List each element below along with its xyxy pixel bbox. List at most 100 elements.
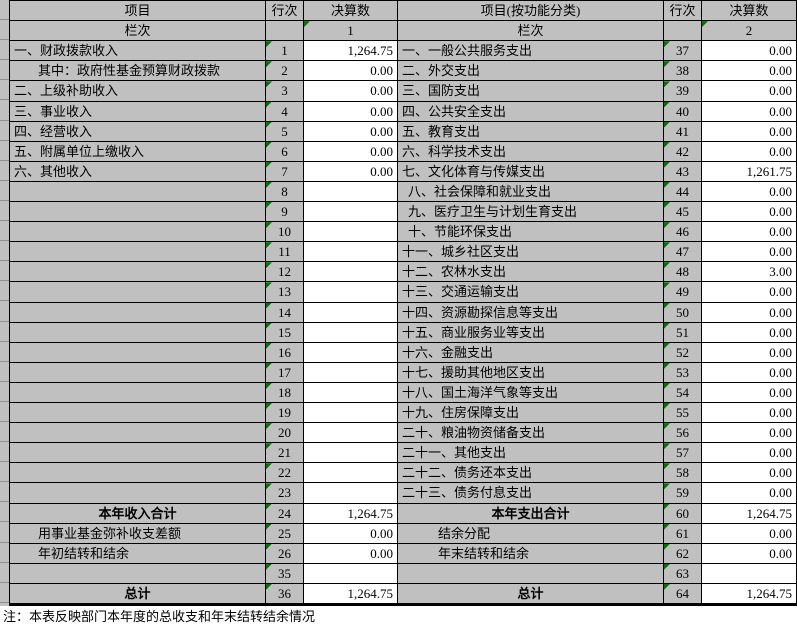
rowno-cell[interactable]: 4 xyxy=(266,101,304,122)
subheader-item-cell[interactable]: 栏次 xyxy=(398,21,664,42)
item-cell[interactable]: 本年支出合计 xyxy=(398,503,664,524)
amount-cell[interactable]: 0.00 xyxy=(304,101,398,122)
item-cell[interactable]: 十七、援助其他地区支出 xyxy=(398,362,664,383)
subheader-amount-cell[interactable]: 1 xyxy=(304,21,398,42)
rowno-cell[interactable]: 12 xyxy=(266,262,304,283)
amount-cell[interactable]: 0.00 xyxy=(702,362,797,383)
rowno-cell[interactable]: 63 xyxy=(664,563,702,584)
amount-cell[interactable]: 0.00 xyxy=(304,61,398,82)
strip-cell[interactable] xyxy=(0,281,9,302)
item-cell[interactable]: 十五、商业服务业等支出 xyxy=(398,322,664,343)
rowno-cell[interactable]: 22 xyxy=(266,463,304,484)
strip-cell[interactable] xyxy=(0,141,9,161)
rowno-cell[interactable]: 49 xyxy=(664,282,702,303)
rowno-cell[interactable]: 17 xyxy=(266,362,304,383)
item-cell[interactable]: 五、附属单位上缴收入 xyxy=(10,141,266,162)
rowno-cell[interactable]: 42 xyxy=(664,141,702,162)
amount-cell[interactable]: 1,264.75 xyxy=(702,503,797,524)
strip-cell[interactable] xyxy=(0,20,9,41)
item-cell[interactable] xyxy=(10,322,266,343)
rowno-cell[interactable]: 35 xyxy=(266,563,304,584)
subheader-amount-cell[interactable]: 2 xyxy=(702,21,797,42)
amount-cell[interactable] xyxy=(304,222,398,243)
item-cell[interactable] xyxy=(10,362,266,383)
strip-cell[interactable] xyxy=(0,80,9,101)
strip-cell[interactable] xyxy=(0,261,9,282)
item-cell[interactable]: 二十、粮油物资储备支出 xyxy=(398,423,664,444)
column-header-item[interactable]: 项目 xyxy=(10,1,266,22)
strip-cell[interactable] xyxy=(0,522,9,543)
rowno-cell[interactable]: 53 xyxy=(664,362,702,383)
rowno-cell[interactable]: 54 xyxy=(664,382,702,403)
item-cell[interactable]: 四、经营收入 xyxy=(10,121,266,142)
amount-cell[interactable]: 0.00 xyxy=(304,121,398,142)
item-cell[interactable]: 三、事业收入 xyxy=(10,101,266,122)
rowno-cell[interactable]: 52 xyxy=(664,342,702,363)
rowno-cell[interactable]: 40 xyxy=(664,101,702,122)
amount-cell[interactable]: 0.00 xyxy=(702,242,797,263)
item-cell[interactable]: 十一、城乡社区支出 xyxy=(398,242,664,263)
item-cell[interactable] xyxy=(10,483,266,504)
strip-cell[interactable] xyxy=(0,342,9,362)
rowno-cell[interactable]: 10 xyxy=(266,222,304,243)
strip-cell[interactable] xyxy=(0,402,9,422)
amount-cell[interactable] xyxy=(304,322,398,343)
amount-cell[interactable]: 0.00 xyxy=(702,141,797,162)
strip-cell[interactable] xyxy=(0,422,9,443)
rowno-cell[interactable]: 21 xyxy=(266,443,304,464)
subheader-rowno-cell[interactable] xyxy=(664,21,702,42)
item-cell[interactable] xyxy=(10,242,266,263)
strip-cell[interactable] xyxy=(0,161,9,181)
rowno-cell[interactable]: 20 xyxy=(266,423,304,444)
item-cell[interactable]: 十、节能环保支出 xyxy=(398,222,664,243)
amount-cell[interactable]: 3.00 xyxy=(702,262,797,283)
item-cell[interactable]: 一、一般公共服务支出 xyxy=(398,41,664,62)
amount-cell[interactable] xyxy=(304,282,398,303)
rowno-cell[interactable]: 8 xyxy=(266,181,304,202)
item-cell[interactable]: 六、其他收入 xyxy=(10,161,266,182)
rowno-cell[interactable]: 23 xyxy=(266,483,304,504)
amount-cell[interactable]: 0.00 xyxy=(702,222,797,243)
item-cell[interactable] xyxy=(10,382,266,403)
rowno-cell[interactable]: 5 xyxy=(266,121,304,142)
item-cell[interactable]: 十二、农林水支出 xyxy=(398,262,664,283)
left-partial-column[interactable] xyxy=(0,0,10,606)
rowno-cell[interactable]: 44 xyxy=(664,181,702,202)
rowno-cell[interactable]: 57 xyxy=(664,443,702,464)
rowno-cell[interactable]: 1 xyxy=(266,41,304,62)
item-cell[interactable]: 六、科学技术支出 xyxy=(398,141,664,162)
item-cell[interactable] xyxy=(10,262,266,283)
rowno-cell[interactable]: 59 xyxy=(664,483,702,504)
strip-cell[interactable] xyxy=(0,60,9,81)
rowno-cell[interactable]: 7 xyxy=(266,161,304,182)
rowno-cell[interactable]: 37 xyxy=(664,41,702,62)
amount-cell[interactable]: 0.00 xyxy=(702,202,797,223)
strip-cell[interactable] xyxy=(0,382,9,402)
item-cell[interactable] xyxy=(10,302,266,323)
column-header-item[interactable]: 项目(按功能分类) xyxy=(398,1,664,22)
rowno-cell[interactable]: 38 xyxy=(664,61,702,82)
item-cell[interactable]: 二十二、债务还本支出 xyxy=(398,463,664,484)
amount-cell[interactable]: 1,264.75 xyxy=(702,583,797,604)
amount-cell[interactable]: 0.00 xyxy=(702,342,797,363)
item-cell[interactable] xyxy=(10,463,266,484)
amount-cell[interactable] xyxy=(304,483,398,504)
amount-cell[interactable] xyxy=(304,202,398,223)
amount-cell[interactable] xyxy=(304,563,398,584)
item-cell[interactable]: 七、文化体育与传媒支出 xyxy=(398,161,664,182)
item-cell[interactable] xyxy=(10,181,266,202)
amount-cell[interactable] xyxy=(304,423,398,444)
amount-cell[interactable]: 0.00 xyxy=(304,81,398,102)
item-cell[interactable]: 十八、国土海洋气象等支出 xyxy=(398,382,664,403)
amount-cell[interactable]: 0.00 xyxy=(702,543,797,564)
amount-cell[interactable]: 1,264.75 xyxy=(304,41,398,62)
item-cell[interactable]: 年初结转和结余 xyxy=(10,543,266,564)
item-cell[interactable] xyxy=(10,282,266,303)
item-cell[interactable]: 总计 xyxy=(10,583,266,604)
rowno-cell[interactable]: 26 xyxy=(266,543,304,564)
rowno-cell[interactable]: 14 xyxy=(266,302,304,323)
strip-cell[interactable] xyxy=(0,583,9,603)
strip-cell[interactable] xyxy=(0,201,9,222)
amount-cell[interactable]: 0.00 xyxy=(304,161,398,182)
subheader-item-cell[interactable]: 栏次 xyxy=(10,21,266,42)
